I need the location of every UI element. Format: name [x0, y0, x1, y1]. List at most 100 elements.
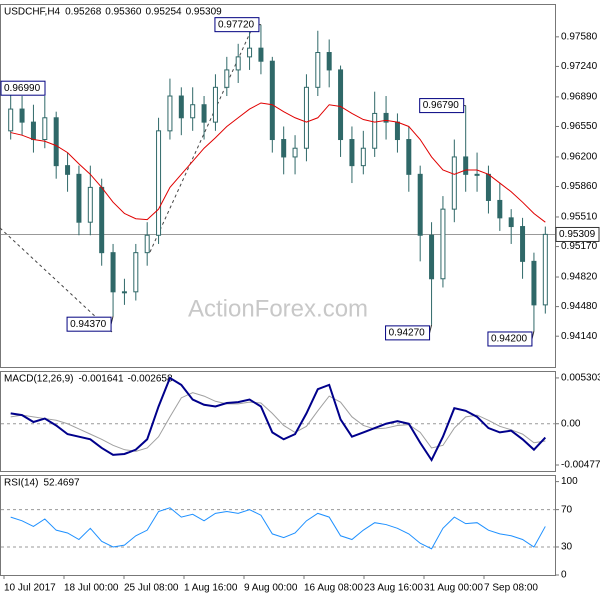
annotation-label: 0.94200 [491, 334, 528, 345]
price-box [555, 226, 600, 242]
candle-body [76, 173, 82, 223]
y-tick-label: 30 [561, 542, 573, 553]
candle-body [326, 52, 332, 71]
candle-body [349, 139, 355, 167]
x-tick-label: 18 Jul 00:00 [64, 583, 119, 594]
candle-body [383, 112, 389, 123]
annotation-label: 0.97720 [218, 19, 255, 30]
annotation-box [487, 331, 533, 347]
y-tick-label: 70 [561, 504, 573, 515]
macd-panel [0, 371, 556, 472]
candle-body [178, 95, 184, 119]
candle-body [451, 156, 457, 210]
price-panel [0, 4, 556, 368]
candle-body [338, 69, 344, 141]
candle-body [235, 56, 241, 71]
annotation-label: 0.94370 [70, 319, 107, 330]
candle-body [485, 173, 491, 201]
candle-body [8, 108, 14, 132]
x-tick-label: 23 Aug 16:00 [364, 583, 423, 594]
candle-body [167, 95, 173, 132]
candle-body [429, 234, 435, 280]
candle-body [520, 226, 526, 262]
candle-body [110, 252, 116, 293]
candle-body [531, 260, 537, 306]
candle-body [87, 186, 93, 223]
candle-body [360, 147, 366, 167]
panel-title: USDCHF,H4 [4, 7, 61, 18]
y-tick-label: 0.94820 [561, 272, 598, 283]
watermark: ActionForex.com [188, 295, 368, 322]
candle-body [65, 165, 71, 175]
y-tick-label: 0.97580 [561, 31, 598, 42]
x-tick-label: 25 Jul 08:00 [124, 583, 179, 594]
candle-body [19, 108, 25, 123]
candle-body [406, 139, 412, 175]
panel-title: RSI(14) [4, 478, 38, 489]
candle-body [258, 47, 264, 62]
candle-body [508, 217, 514, 228]
candle-body [133, 252, 139, 293]
candle-body [53, 117, 59, 167]
candle-body [224, 69, 230, 88]
candle-body [440, 208, 446, 280]
y-tick-label: 0.005303 [561, 373, 600, 384]
x-tick-label: 31 Aug 00:00 [424, 583, 483, 594]
indicator-line [10, 376, 547, 463]
panel-title: MACD(12,26,9) [4, 374, 73, 385]
header-value: -0.002658 [128, 374, 173, 385]
candle-body [303, 86, 309, 149]
candle-body [463, 156, 469, 175]
annotation-box [419, 98, 465, 114]
candle-body [269, 60, 275, 141]
trend-line [0, 227, 113, 333]
x-tick-label: 1 Aug 16:00 [184, 583, 238, 594]
indicator-line [10, 507, 546, 550]
x-tick-label: 9 Aug 00:00 [244, 583, 298, 594]
candle-body [497, 199, 503, 219]
header-value: -0.001641 [78, 374, 123, 385]
candle-body [292, 147, 298, 158]
candle-body [212, 86, 218, 123]
candle-body [315, 52, 321, 88]
annotation-box [66, 316, 112, 332]
moving-average [10, 102, 546, 223]
y-tick-label: 0.95170 [561, 241, 598, 252]
candle-body [372, 112, 378, 149]
y-tick-label: 0.94480 [561, 301, 598, 312]
y-tick-label: 0.94140 [561, 331, 598, 342]
y-tick-label: 0.97240 [561, 61, 598, 72]
candle-body [474, 173, 480, 176]
y-tick-label: 0.96200 [561, 152, 598, 163]
candle-body [201, 104, 207, 123]
header-value: 0.95268 [65, 7, 102, 18]
rsi-panel [0, 475, 556, 576]
y-tick-label: 0.00 [561, 418, 581, 429]
candle-body [247, 47, 253, 58]
y-tick-label: 0.96890 [561, 92, 598, 103]
y-tick-label: 0 [561, 570, 567, 581]
annotation-label: 0.96790 [423, 100, 460, 111]
y-tick-label: -0.004777 [561, 460, 600, 471]
y-tick-label: 0.96550 [561, 121, 598, 132]
annotation-label: 0.96990 [4, 83, 41, 94]
candle-body [156, 130, 162, 236]
candle-body [281, 139, 287, 158]
y-tick-label: 0.95510 [561, 212, 598, 223]
annotation-box [385, 325, 431, 341]
x-tick-label: 16 Aug 08:00 [304, 583, 363, 594]
annotation-box [0, 80, 46, 96]
y-tick-label: 0.95860 [561, 181, 598, 192]
header-value: 0.95309 [186, 7, 223, 18]
header-value: 0.95254 [145, 7, 182, 18]
candle-body [30, 121, 36, 141]
y-tick-label: 100 [561, 476, 578, 487]
candle-body [42, 117, 48, 141]
candle-body [417, 173, 423, 236]
candle-body [121, 291, 127, 294]
annotation-label: 0.94270 [389, 328, 426, 339]
candle-body [542, 233, 548, 306]
x-tick-label: 10 Jul 2017 [4, 583, 56, 594]
